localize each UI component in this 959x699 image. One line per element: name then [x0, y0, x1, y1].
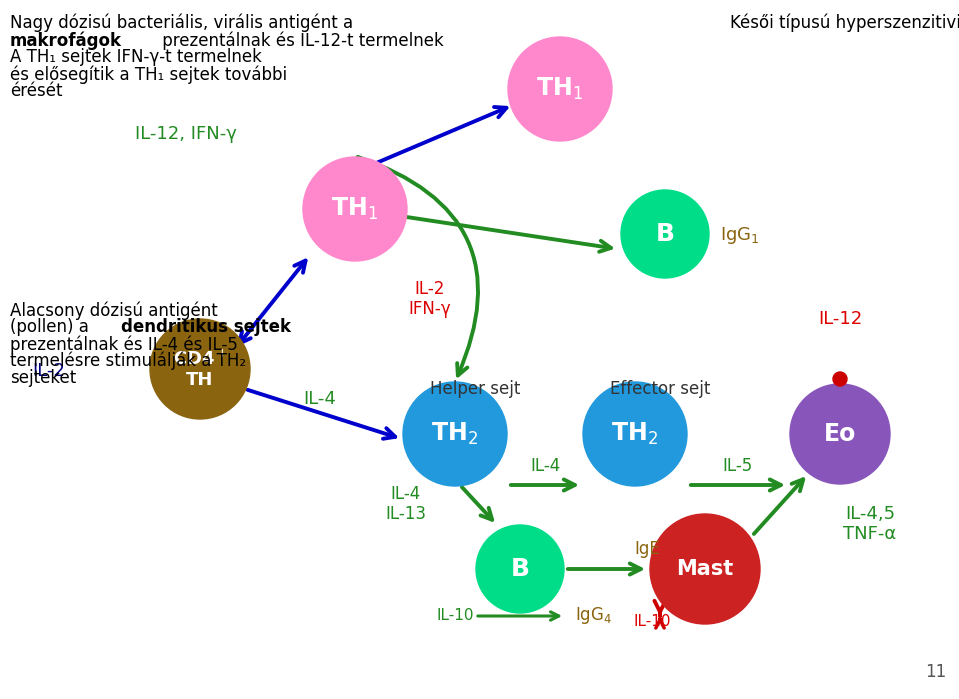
Text: IL-12, IFN-γ: IL-12, IFN-γ [135, 125, 237, 143]
Text: IL-10: IL-10 [436, 609, 474, 624]
Text: Eo: Eo [824, 422, 856, 446]
Text: TH$_2$: TH$_2$ [432, 421, 479, 447]
Text: sejteket: sejteket [10, 369, 77, 387]
Circle shape [508, 37, 612, 141]
Circle shape [303, 157, 407, 261]
Text: (pollen) a: (pollen) a [10, 318, 94, 336]
Text: B: B [656, 222, 674, 246]
Text: IL-2
IFN-γ: IL-2 IFN-γ [409, 280, 452, 319]
Text: TH$_1$: TH$_1$ [332, 196, 379, 222]
Circle shape [650, 514, 760, 624]
Text: IL-4
IL-13: IL-4 IL-13 [386, 484, 427, 524]
Text: makrofágok: makrofágok [10, 31, 122, 50]
Text: IgE: IgE [634, 540, 660, 558]
Text: CD4$^+$
TH: CD4$^+$ TH [173, 349, 227, 389]
Circle shape [621, 190, 709, 278]
Text: IgG$_4$: IgG$_4$ [575, 605, 613, 626]
Circle shape [790, 384, 890, 484]
Text: IL-4: IL-4 [530, 457, 560, 475]
Text: Késői típusú hyperszenzitivitás: Késői típusú hyperszenzitivitás [730, 14, 959, 32]
Text: és elősegítik a TH₁ sejtek további: és elősegítik a TH₁ sejtek további [10, 65, 287, 83]
Text: IL-4,5
TNF-α: IL-4,5 TNF-α [843, 505, 897, 543]
Text: A TH₁ sejtek IFN-γ-t termelnek: A TH₁ sejtek IFN-γ-t termelnek [10, 48, 262, 66]
Text: 11: 11 [924, 663, 946, 681]
Text: Effector sejt: Effector sejt [610, 380, 711, 398]
Text: TH$_2$: TH$_2$ [612, 421, 659, 447]
Text: IL-4: IL-4 [304, 390, 337, 408]
Text: prezentálnak és IL-12-t termelnek: prezentálnak és IL-12-t termelnek [156, 31, 443, 50]
Text: IL-10: IL-10 [633, 614, 670, 630]
Text: Mast: Mast [676, 559, 734, 579]
FancyArrowPatch shape [358, 157, 479, 375]
Circle shape [476, 525, 564, 613]
Text: IL-12: IL-12 [818, 310, 862, 328]
Text: Alacsony dózisú antigént: Alacsony dózisú antigént [10, 301, 218, 319]
Text: érését: érését [10, 82, 62, 100]
Circle shape [150, 319, 250, 419]
Text: termelésre stimulálják a TH₂: termelésre stimulálják a TH₂ [10, 352, 246, 370]
Text: Nagy dózisú bacteriális, virális antigént a: Nagy dózisú bacteriális, virális antigén… [10, 14, 353, 32]
Text: TH$_1$: TH$_1$ [536, 76, 583, 102]
Text: IL-5: IL-5 [723, 457, 753, 475]
Circle shape [833, 372, 847, 386]
Text: B: B [510, 557, 529, 581]
Circle shape [583, 382, 687, 486]
Text: IgG$_1$: IgG$_1$ [720, 226, 760, 247]
Circle shape [403, 382, 507, 486]
Text: dendritikus sejtek: dendritikus sejtek [121, 318, 291, 336]
Text: Helper sejt: Helper sejt [430, 380, 521, 398]
Text: prezentálnak és IL-4 és IL-5: prezentálnak és IL-4 és IL-5 [10, 335, 238, 354]
Text: IL-2: IL-2 [32, 362, 65, 380]
